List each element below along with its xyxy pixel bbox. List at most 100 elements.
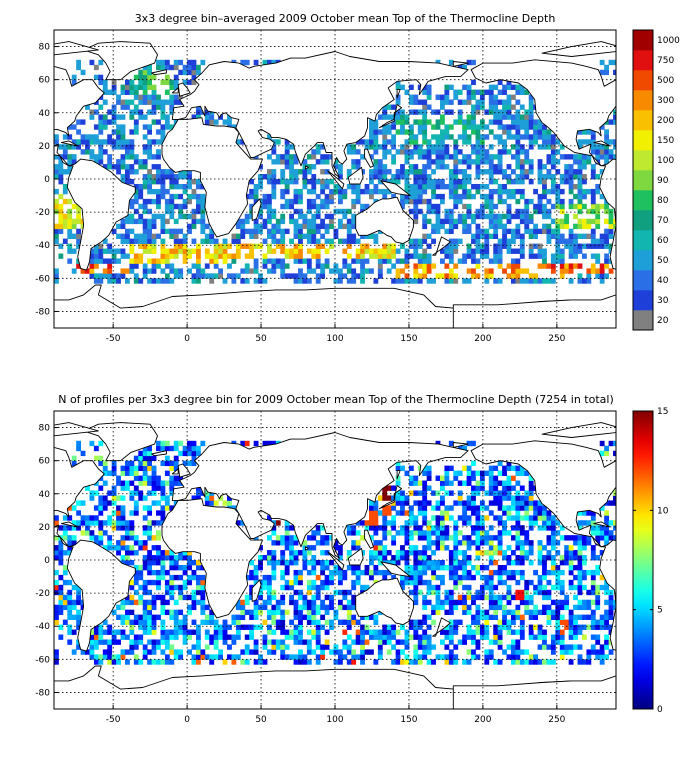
heatmap-cell [475,470,481,476]
heatmap-cell [346,564,352,571]
heatmap-cell [382,485,388,491]
heatmap-cell [546,555,552,561]
heatmap-cell [178,208,184,215]
heatmap-cell [337,569,343,576]
heatmap-cell [528,109,534,115]
heatmap-cell [564,243,570,249]
heatmap-cell [227,119,232,125]
heatmap-cell [453,530,459,536]
heatmap-cell [435,564,441,571]
heatmap-cell [351,188,357,195]
heatmap-cell [191,64,197,71]
heatmap-cell [54,273,59,279]
heatmap-cell [453,154,459,160]
heatmap-cell [58,174,64,180]
heatmap-cell [187,550,192,556]
heatmap-cell [178,273,184,279]
heatmap-cell [173,460,179,467]
heatmap-cell [351,530,357,536]
heatmap-cell [471,654,476,660]
heatmap-cell [457,574,463,581]
heatmap-cell [271,213,277,220]
heatmap-cell [306,604,312,611]
heatmap-cell [528,624,534,630]
heatmap-cell [129,560,135,566]
heatmap-cell [337,545,343,551]
heatmap-cell [444,84,450,90]
heatmap-cell [586,208,592,215]
heatmap-cell [191,69,197,76]
heatmap-cell [475,480,481,486]
heatmap-cell [573,614,578,620]
heatmap-cell [608,213,614,220]
heatmap-cell [85,134,90,140]
heatmap-cell [311,604,317,611]
heatmap-cell [488,535,494,541]
heatmap-cell [568,555,574,561]
heatmap-cell [266,134,272,140]
heatmap-cell [342,258,348,264]
heatmap-cell [209,495,215,501]
heatmap-cell [413,564,419,571]
heatmap-cell [360,233,365,239]
heatmap-cell [408,193,414,200]
heatmap-cell [493,569,499,576]
heatmap-cell [271,525,277,531]
heatmap-cell [422,164,428,170]
heatmap-cell [510,515,516,521]
heatmap-cell [160,639,166,645]
heatmap-cell [568,169,574,175]
heatmap-cell [80,520,86,526]
heatmap-cell [555,159,561,165]
heatmap-cell [555,634,561,640]
coastline [593,140,611,147]
heatmap-cell [351,599,357,606]
heatmap-cell [493,179,499,185]
heatmap-cell [440,223,445,230]
heatmap-cell [604,445,610,452]
heatmap-cell [62,599,68,606]
heatmap-cell [568,238,574,244]
heatmap-cell [355,273,361,279]
heatmap-cell [151,535,157,541]
heatmap-cell [479,213,485,220]
heatmap-cell [324,169,330,175]
heatmap-cell [364,649,370,655]
heatmap-cell [599,263,605,269]
heatmap-cell [493,203,499,210]
heatmap-cell [608,154,614,160]
heatmap-cell [426,218,432,225]
heatmap-cell [506,465,512,471]
heatmap-cell [484,530,490,536]
heatmap-cell [315,654,321,660]
heatmap-cell [524,555,530,561]
heatmap-cell [581,193,587,200]
heatmap-cell [417,188,423,195]
heatmap-cell [519,104,525,110]
heatmap-cell [519,555,525,561]
heatmap-cell [85,515,90,521]
heatmap-cell [519,213,525,220]
heatmap-cell [528,179,534,185]
heatmap-cell [404,119,410,125]
heatmap-cell [58,604,64,611]
heatmap-cell [355,530,361,536]
heatmap-cell [266,179,272,185]
heatmap-cell [253,278,259,284]
heatmap-cell [209,614,215,620]
heatmap-cell [550,253,556,259]
heatmap-cell [156,510,161,516]
heatmap-cell [289,579,294,586]
heatmap-cell [462,99,468,105]
heatmap-cell [151,243,157,249]
heatmap-cell [448,465,454,471]
heatmap-cell [142,159,148,165]
heatmap-cell [133,510,139,516]
heatmap-cell [608,599,614,606]
heatmap-cell [493,84,499,90]
heatmap-cell [373,278,379,284]
heatmap-cell [258,624,263,630]
heatmap-cell [577,154,583,160]
heatmap-cell [302,278,308,284]
heatmap-cell [595,213,601,220]
